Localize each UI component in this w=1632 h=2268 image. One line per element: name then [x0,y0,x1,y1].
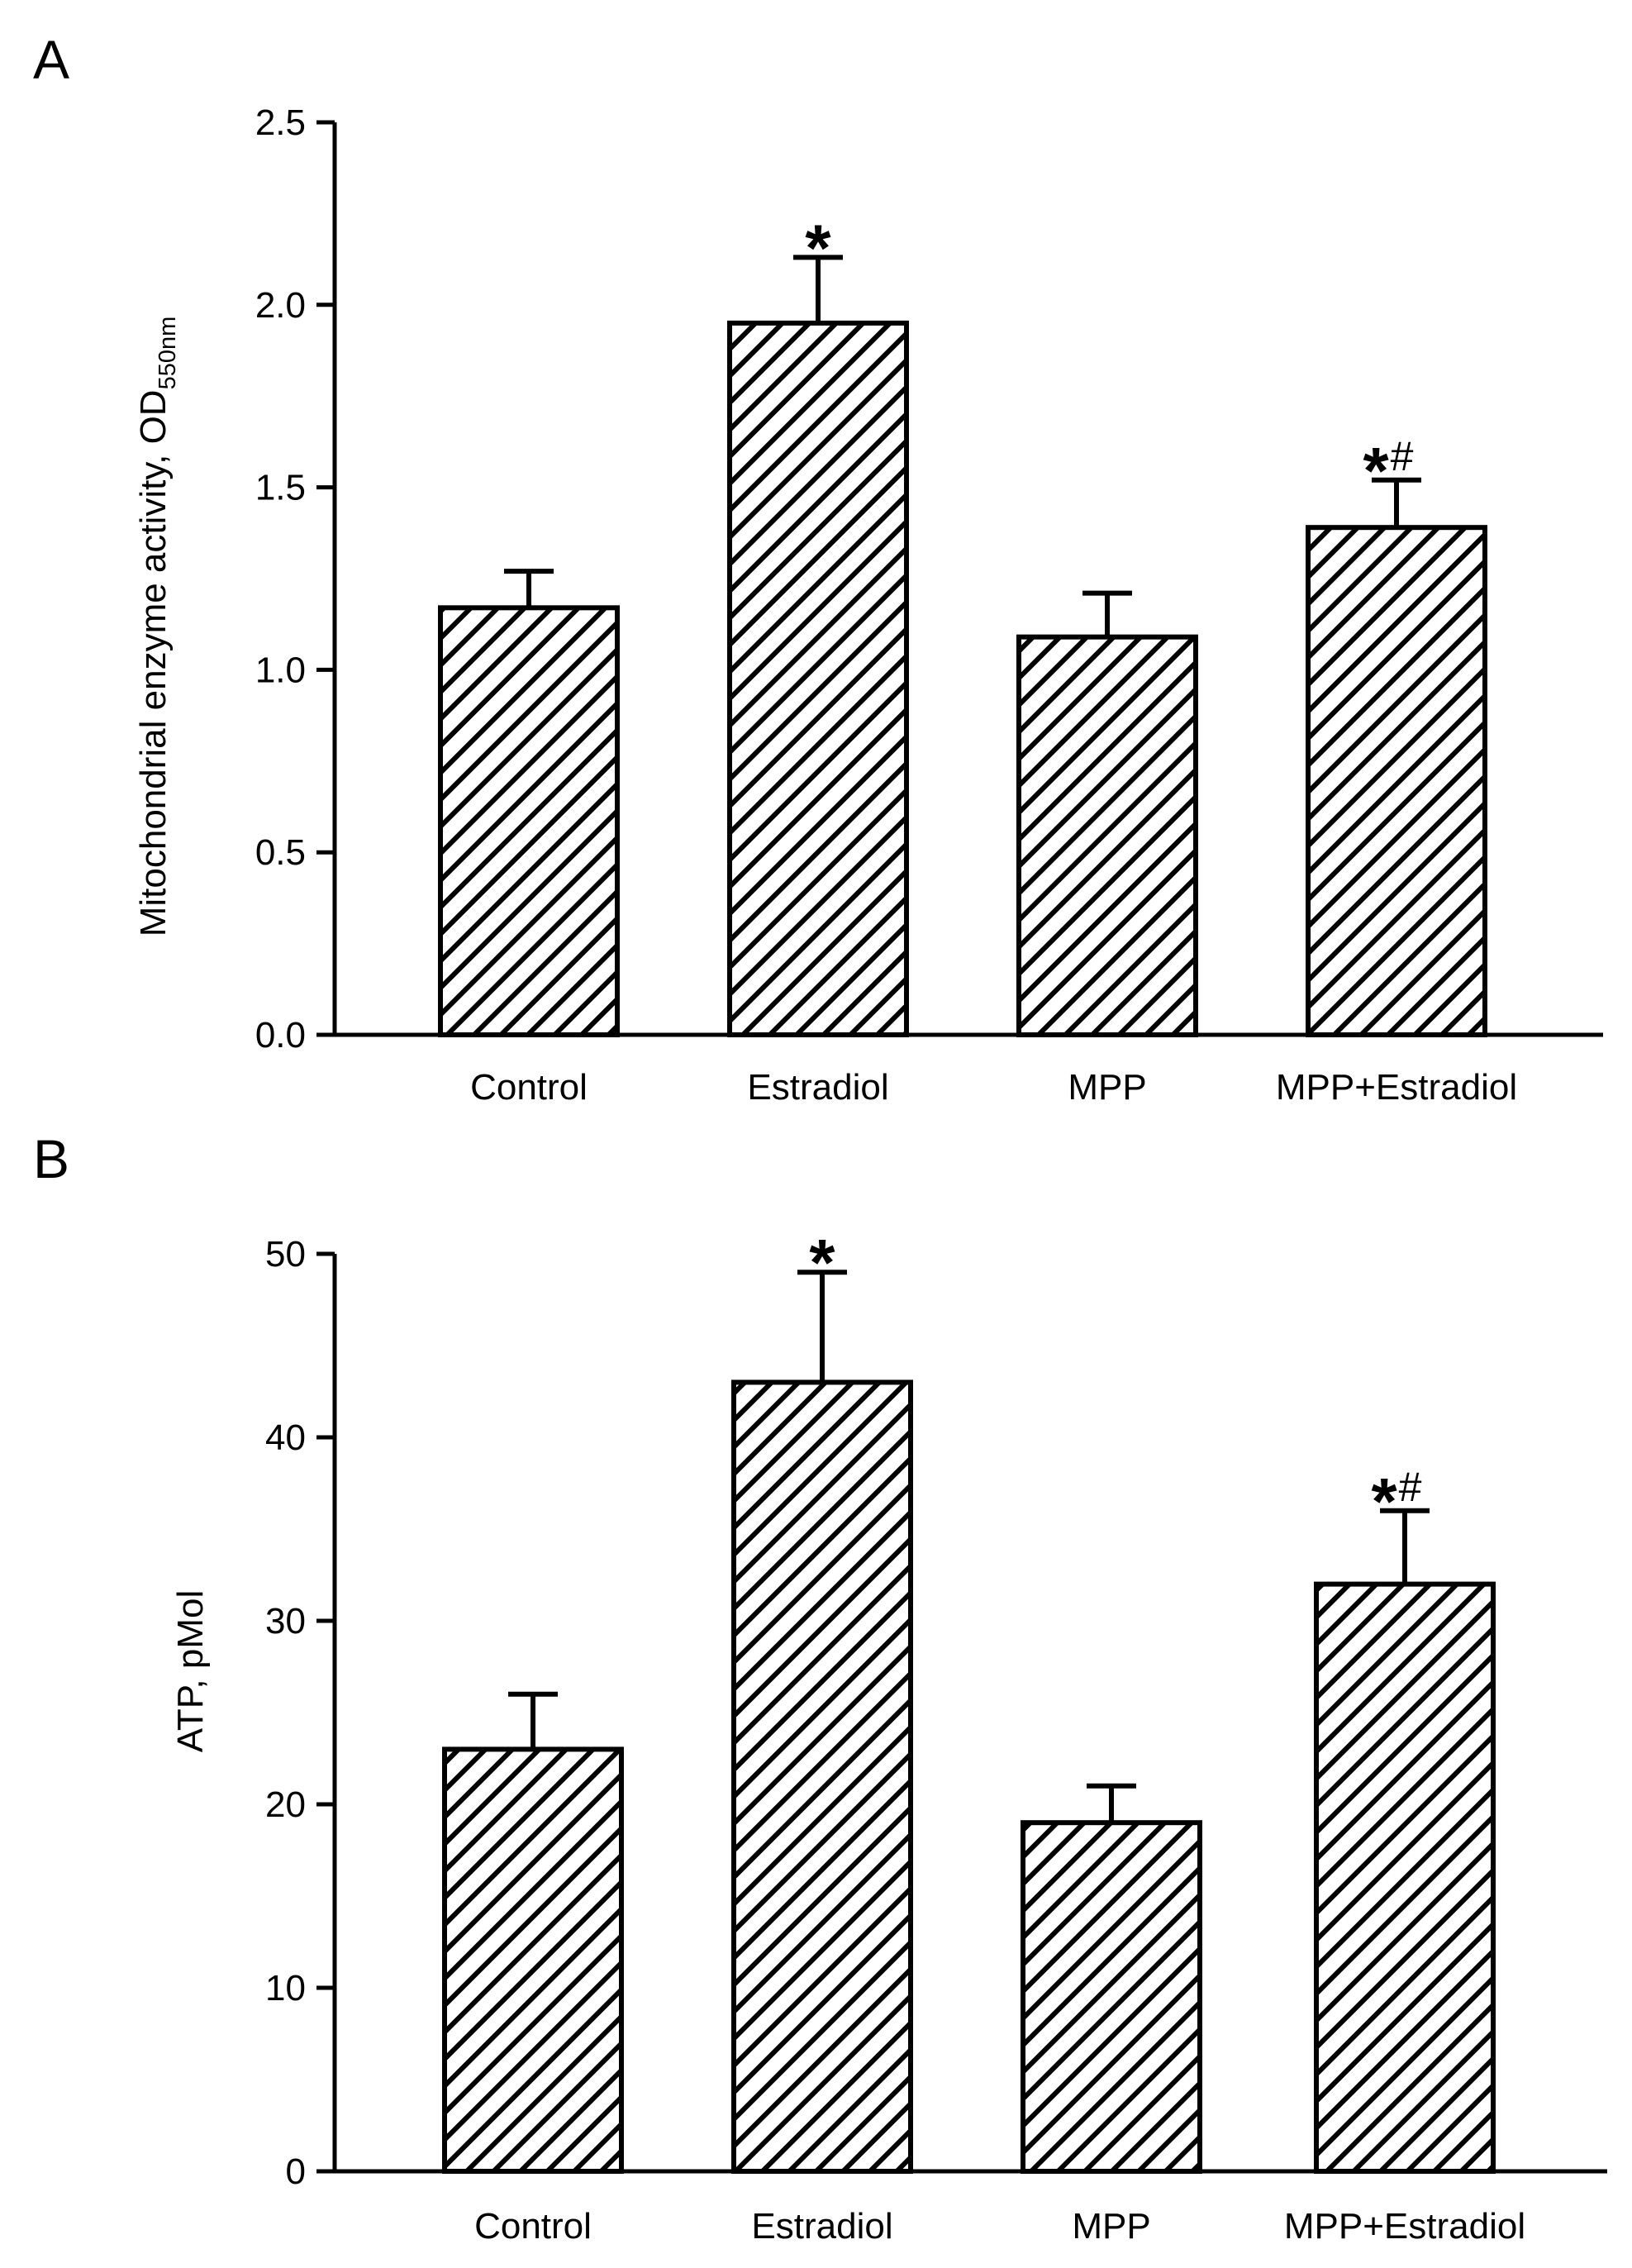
panel-a-plot: Control * Estradiol MPP *# MPP+Estradiol 0.0 0.… [255,102,1603,1108]
panel-b-plot: Control * Estradiol MPP *# MPP+Estradiol 0 10 20… [265,1226,1607,2247]
panel-a-bar-2 [1016,634,1198,1037]
panel-b: B ATP, pMol Control * Estradiol MPP *# MPP+Es… [33,1128,1607,2247]
panel-b-y-tick-label-4: 40 [265,1418,306,1458]
panel-b-category-label-2: MPP [1072,2206,1150,2247]
panel-b-y-tick-label-3: 30 [265,1601,306,1641]
panel-a-category-label-1: Estradiol [747,1067,888,1108]
panel-a-y-tick-label-5: 2.5 [255,102,306,143]
panel-b-y-axis-title-main: ATP, pMol [170,1590,211,1752]
panel-b-y-axis-title: ATP, pMol [170,1590,211,1752]
panel-b-bar-1 [731,1379,913,2174]
panel-b-significance-3: *# [1372,1464,1422,1538]
panel-b-bar-3 [1314,1581,1496,2174]
panel-a-y-tick-label-3: 1.5 [255,468,306,508]
panel-a-y-tick-label-4: 2.0 [255,285,306,326]
panel-b-bar-0 [442,1746,624,2174]
panel-b-y-tick-label-5: 50 [265,1234,306,1275]
panel-b-category-label-1: Estradiol [751,2206,892,2247]
panel-b-bar-2 [1021,1820,1202,2174]
svg-text:ATP, pMol: ATP, pMol [170,1590,211,1752]
panel-a-y-axis-title-subscript: 550nm [155,317,181,390]
panel-a-y-tick-label-1: 0.5 [255,832,306,873]
panel-a-category-label-0: Control [470,1067,588,1108]
panel-a-bar-3 [1306,525,1487,1037]
panel-b-significance-1: * [809,1226,835,1299]
panel-b-y-tick-label-1: 10 [265,1968,306,2008]
panel-b-category-label-0: Control [474,2206,592,2247]
panel-a-y-tick-label-0: 0.0 [255,1015,306,1055]
panel-a-y-axis-title: Mitochondrial enzyme activity, OD550nm [133,317,181,937]
panel-a-significance-3: *# [1363,433,1414,507]
panel-a-letter: A [33,29,69,90]
panel-a-significance-1: * [805,211,831,284]
panel-b-letter: B [33,1128,69,1189]
panel-a-y-axis-title-main: Mitochondrial enzyme activity, OD [133,389,174,936]
panel-b-y-tick-label-0: 0 [286,2151,306,2192]
panel-a: A Mitochondrial enzyme activity, OD550nm… [33,29,1603,1108]
panel-b-category-label-3: MPP+Estradiol [1284,2206,1525,2247]
panel-a-bar-0 [438,605,620,1037]
panel-a-y-tick-label-2: 1.0 [255,650,306,690]
panel-a-category-label-2: MPP [1068,1067,1146,1108]
svg-text:Mitochondrial enzyme activity,: Mitochondrial enzyme activity, OD550nm [133,317,181,937]
panel-a-category-label-3: MPP+Estradiol [1276,1067,1517,1108]
panel-b-y-tick-label-2: 20 [265,1784,306,1825]
panel-a-bar-1 [727,320,909,1037]
